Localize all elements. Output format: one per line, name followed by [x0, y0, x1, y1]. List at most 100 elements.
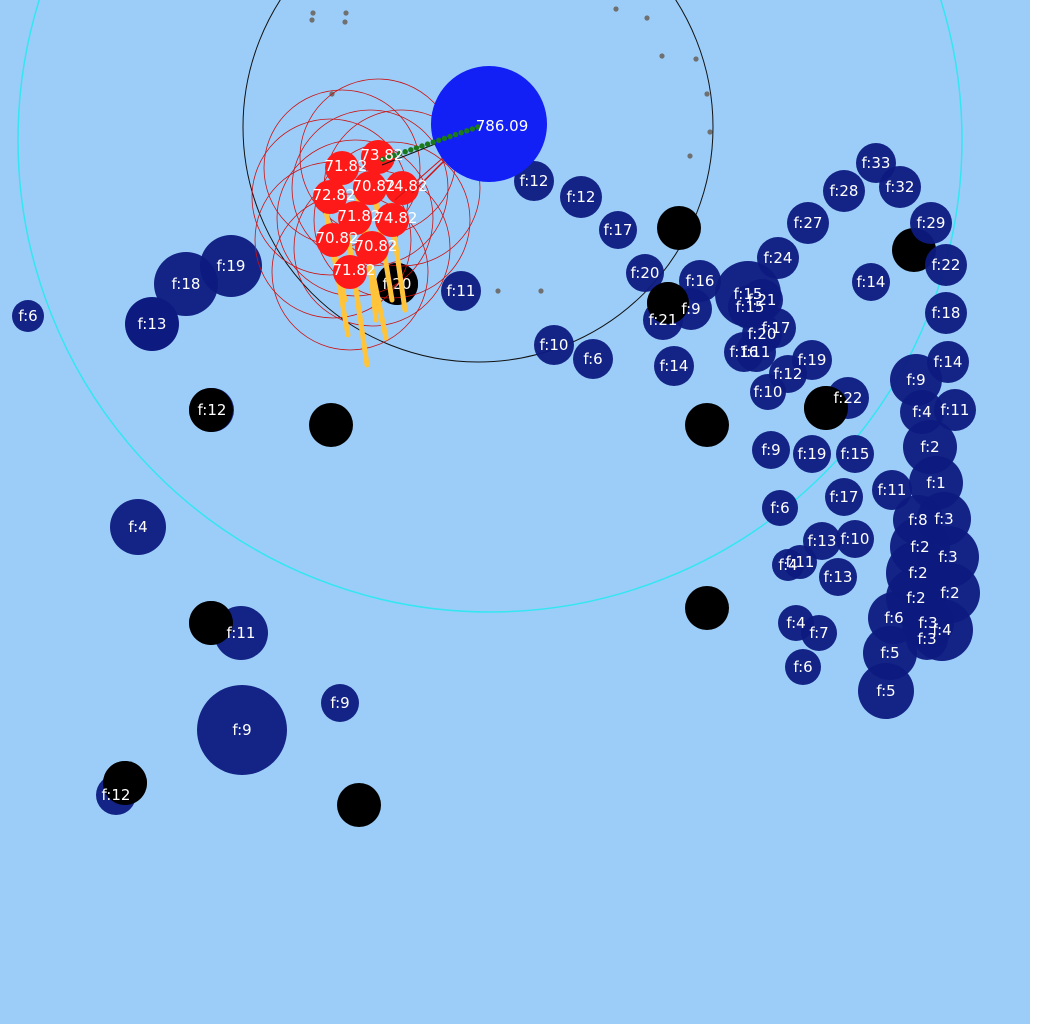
- enemy-mass-label: 73.82: [361, 146, 404, 164]
- enemy-mass-label: 72.82: [313, 186, 356, 204]
- food-cell: [823, 170, 865, 212]
- food-label: f:12: [520, 172, 549, 190]
- enemy-mass-label: 70.82: [316, 229, 359, 247]
- enemy-cell: [355, 231, 389, 265]
- enemy-range-circle: [271, 193, 429, 351]
- food-cell: [925, 292, 967, 334]
- vision-range-circle: [17, 0, 963, 613]
- food-cell: [852, 263, 890, 301]
- food-label: f:6: [18, 307, 37, 325]
- food-cell: [825, 478, 863, 516]
- food-label: f:9: [761, 441, 780, 459]
- food-cell: [785, 649, 821, 685]
- food-label: f:1: [926, 474, 945, 492]
- food-cell: [750, 374, 786, 410]
- pellet: [613, 6, 619, 12]
- enemy-mass-label: 70.82: [355, 237, 398, 255]
- food-label: f:3: [918, 614, 937, 632]
- food-label: f:9: [232, 721, 251, 739]
- food-label: f:6: [583, 350, 602, 368]
- food-label: f:11: [941, 401, 970, 419]
- virus-cell: [657, 206, 701, 250]
- path-dot: [430, 139, 436, 145]
- food-cell: [654, 346, 694, 386]
- virus-cell: [103, 761, 147, 805]
- path-dot: [452, 131, 459, 138]
- food-label: f:15: [841, 445, 870, 463]
- virus-cell: [309, 403, 353, 447]
- food-cell: [793, 435, 831, 473]
- enemy-mass-label: 71.82: [338, 207, 381, 225]
- enemy-cell: [353, 171, 387, 205]
- path-dot: [464, 128, 470, 134]
- food-cell: [801, 615, 837, 651]
- food-cell: [836, 435, 874, 473]
- food-label: f:2: [910, 538, 929, 556]
- food-label: f:13: [138, 315, 167, 333]
- food-label: f:20: [748, 325, 777, 343]
- path-dot: [419, 143, 425, 149]
- food-label: f:2: [908, 564, 927, 582]
- food-cell: [125, 297, 179, 351]
- food-label: f:16: [686, 272, 715, 290]
- food-cell: [872, 470, 912, 510]
- food-label: f:11: [786, 553, 815, 571]
- food-label: f:32: [886, 178, 915, 196]
- food-label: f:22: [932, 256, 961, 274]
- virus-cell: [685, 586, 729, 630]
- food-cell: [514, 161, 554, 201]
- path-dot: [396, 150, 403, 157]
- path-dot: [402, 149, 408, 155]
- food-label: f:3: [917, 630, 936, 648]
- path-dot: [380, 156, 386, 162]
- food-label: f:17: [830, 488, 859, 506]
- food-label: f:14: [660, 357, 689, 375]
- food-label: f:11: [742, 343, 771, 361]
- food-label: f:10: [841, 530, 870, 548]
- enemy-cell: [333, 255, 367, 289]
- enemy-mass-label: 71.82: [325, 157, 368, 175]
- enemy-mass-label: 74.82: [385, 177, 428, 195]
- virus-cell: [189, 388, 233, 432]
- food-label: f:5: [876, 682, 895, 700]
- food-label: f:2: [920, 438, 939, 456]
- food-cell: [787, 202, 829, 244]
- path-dot: [424, 141, 431, 147]
- path-dot: [385, 154, 392, 161]
- pellet: [693, 56, 699, 62]
- food-cell: [836, 520, 874, 558]
- food-label: f:4: [778, 556, 797, 574]
- food-label: f:4: [128, 518, 147, 536]
- food-cell: [910, 202, 952, 244]
- food-label: f:13: [808, 532, 837, 550]
- food-label: f:4: [912, 403, 931, 421]
- pellet: [644, 15, 650, 21]
- food-label: f:18: [172, 275, 201, 293]
- food-cell: [573, 339, 613, 379]
- food-label: f:2: [906, 589, 925, 607]
- food-label: f:12: [198, 401, 227, 419]
- food-cell: [197, 685, 287, 775]
- player-cell: [431, 66, 547, 182]
- food-label: f:7: [809, 624, 828, 642]
- pellet: [495, 288, 501, 294]
- food-cell: [736, 332, 776, 372]
- food-label: f:14: [934, 353, 963, 371]
- food-label: f:20: [631, 264, 660, 282]
- path-dot: [413, 145, 420, 151]
- pellet: [310, 10, 316, 16]
- food-label: f:14: [857, 273, 886, 291]
- pellet: [704, 91, 710, 97]
- pellet: [343, 10, 349, 16]
- enemy-cell: [325, 151, 359, 185]
- food-label: f:3: [934, 510, 953, 528]
- food-label: f:9: [681, 300, 700, 318]
- food-cell: [783, 545, 817, 579]
- pellet: [342, 19, 348, 25]
- food-label: f:15: [734, 285, 763, 303]
- food-label: f:13: [824, 568, 853, 586]
- food-label: f:12: [567, 188, 596, 206]
- path-dot: [408, 147, 414, 153]
